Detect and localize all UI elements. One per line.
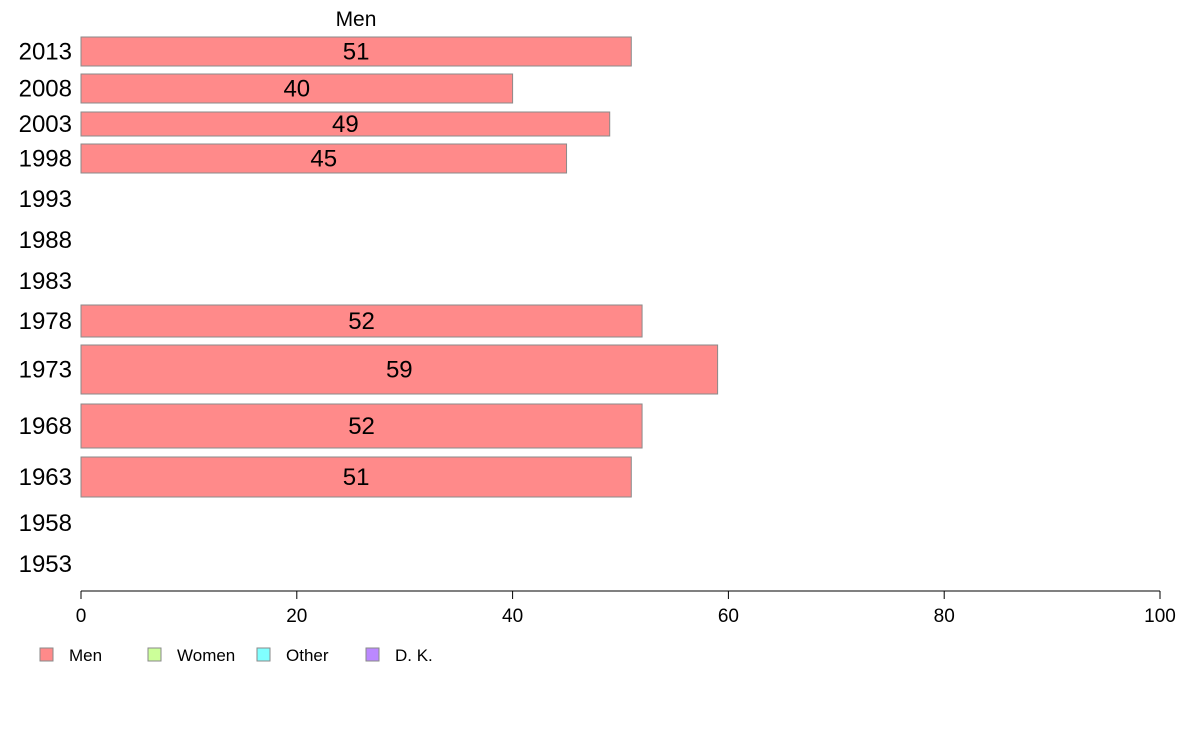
- bar: [80, 143, 568, 174]
- bar-label: 45: [310, 146, 337, 173]
- x-tick-label: 80: [934, 606, 955, 627]
- legend-label: D. K.: [395, 646, 433, 665]
- year-label: 2003: [19, 111, 72, 138]
- bar: [80, 403, 643, 449]
- bars-group: 51 40 49 45 52 59 52 51: [80, 36, 719, 498]
- bar-label: 52: [348, 308, 375, 335]
- bar-label: 51: [343, 464, 370, 491]
- bar-label: 52: [348, 413, 375, 440]
- year-label: 1968: [19, 413, 72, 440]
- legend-swatch: [365, 647, 380, 662]
- year-label: 1953: [19, 551, 72, 578]
- bar: [80, 304, 643, 338]
- x-tick-label: 20: [286, 606, 307, 627]
- year-label: 1993: [19, 186, 72, 213]
- legend-label: Other: [286, 646, 329, 665]
- bar: [80, 36, 632, 67]
- year-label: 1983: [19, 268, 72, 295]
- year-label: 1963: [19, 464, 72, 491]
- bar-label: 40: [283, 76, 310, 103]
- year-label: 1973: [19, 357, 72, 384]
- bar-label: 49: [332, 111, 359, 138]
- year-label: 1978: [19, 308, 72, 335]
- x-axis: 0 20 40 60 80 100: [76, 590, 1176, 627]
- legend-swatch: [256, 647, 271, 662]
- series-title: Men: [336, 8, 377, 31]
- year-label: 2008: [19, 76, 72, 103]
- year-label: 1998: [19, 146, 72, 173]
- x-tick-label: 40: [502, 606, 523, 627]
- year-label: 1958: [19, 510, 72, 537]
- bar-label: 59: [386, 357, 413, 384]
- year-label: 2013: [19, 39, 72, 66]
- x-tick-label: 100: [1144, 606, 1176, 627]
- year-labels-group: 2013 2008 2003 1998 1993 1988 1983 1978 1973 1968…: [19, 39, 72, 579]
- x-tick-label: 0: [76, 606, 87, 627]
- legend-swatch: [39, 647, 54, 662]
- bar: [80, 111, 611, 137]
- bar: [80, 73, 514, 104]
- bar-label: 51: [343, 39, 370, 66]
- bar: [80, 456, 632, 498]
- legend-label: Women: [177, 646, 235, 665]
- x-tick-label: 60: [718, 606, 739, 627]
- bar: [80, 344, 719, 395]
- legend-swatch: [147, 647, 162, 662]
- legend: Men Women Other D. K.: [39, 646, 433, 665]
- legend-label: Men: [69, 646, 102, 665]
- year-label: 1988: [19, 227, 72, 254]
